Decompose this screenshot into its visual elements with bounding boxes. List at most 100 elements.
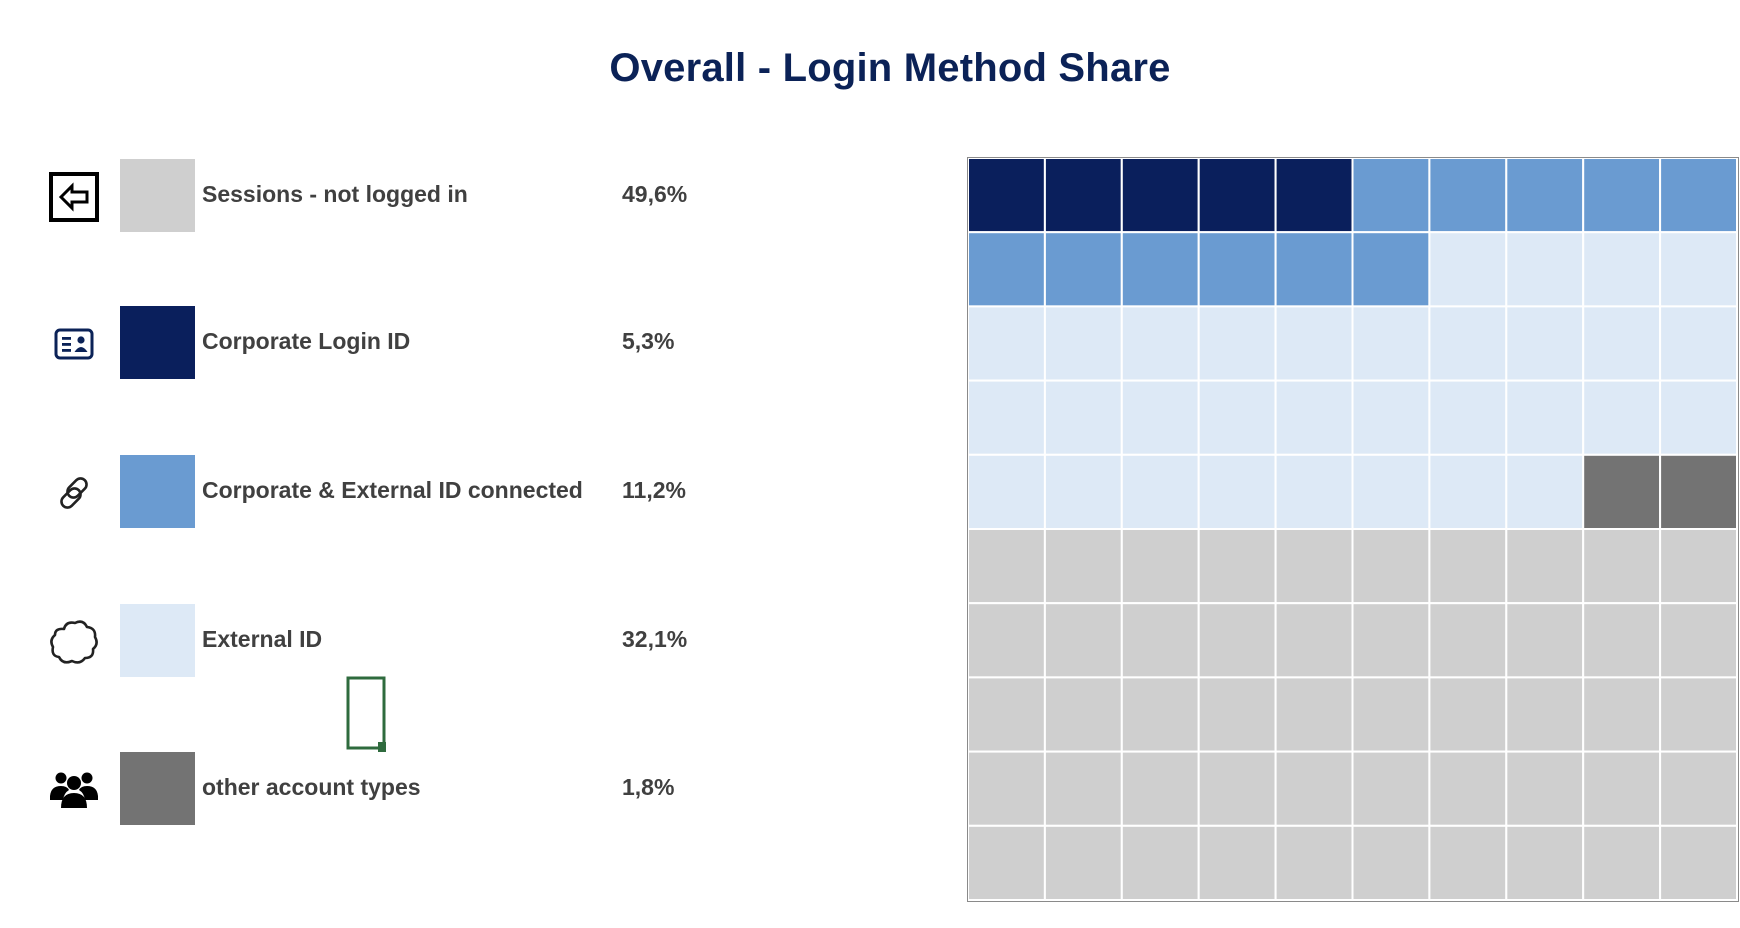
waffle-cell-corporate-login-id xyxy=(1120,158,1200,234)
waffle-cell-sessions-not-logged-in xyxy=(1197,676,1277,753)
legend-value: 11,2% xyxy=(622,477,686,503)
legend-label: other account types xyxy=(202,774,421,800)
legend-swatch xyxy=(120,455,195,528)
waffle-cell-external-id xyxy=(1274,379,1354,456)
waffle-cell-external-id xyxy=(1505,379,1585,456)
waffle-cell-sessions-not-logged-in xyxy=(1351,602,1431,679)
legend-item-corporate-external-connected: Corporate & External ID connected 11,2% xyxy=(0,455,760,529)
waffle-grid xyxy=(968,158,1737,900)
legend-item-external-id: External ID 32,1% xyxy=(0,604,760,678)
legend-item-corporate-login-id: Corporate Login ID 5,3% xyxy=(0,306,760,380)
waffle-cell-corporate-login-id xyxy=(1043,158,1123,234)
waffle-cell-sessions-not-logged-in xyxy=(1428,750,1508,827)
waffle-cell-external-id xyxy=(1582,231,1662,308)
legend-value: 1,8% xyxy=(622,774,675,800)
users-group-icon xyxy=(46,762,102,818)
waffle-cell-sessions-not-logged-in xyxy=(968,824,1046,900)
waffle-cell-sessions-not-logged-in xyxy=(1659,602,1737,679)
waffle-cell-sessions-not-logged-in xyxy=(968,750,1046,827)
waffle-cell-sessions-not-logged-in xyxy=(1428,602,1508,679)
selection-handle[interactable] xyxy=(346,676,388,754)
waffle-cell-sessions-not-logged-in xyxy=(1505,824,1585,900)
waffle-cell-sessions-not-logged-in xyxy=(1197,824,1277,900)
cloud-icon xyxy=(46,614,102,670)
waffle-cell-sessions-not-logged-in xyxy=(1274,602,1354,679)
waffle-cell-sessions-not-logged-in xyxy=(968,676,1046,753)
waffle-cell-external-id xyxy=(1428,305,1508,382)
waffle-cell-external-id xyxy=(1120,379,1200,456)
waffle-cell-corporate-external-connected xyxy=(1428,158,1508,234)
waffle-cell-external-id xyxy=(1274,305,1354,382)
waffle-cell-external-id xyxy=(1428,379,1508,456)
waffle-cell-corporate-external-connected xyxy=(1120,231,1200,308)
waffle-cell-corporate-external-connected xyxy=(1351,231,1431,308)
legend-swatch xyxy=(120,604,195,677)
waffle-cell-sessions-not-logged-in xyxy=(1505,602,1585,679)
waffle-cell-sessions-not-logged-in xyxy=(1120,602,1200,679)
waffle-cell-external-id xyxy=(968,379,1046,456)
waffle-cell-sessions-not-logged-in xyxy=(1582,528,1662,605)
link-icon xyxy=(46,465,102,521)
waffle-cell-sessions-not-logged-in xyxy=(1274,528,1354,605)
waffle-cell-external-id xyxy=(1659,305,1737,382)
legend-value: 49,6% xyxy=(622,181,688,207)
waffle-cell-corporate-external-connected xyxy=(1274,231,1354,308)
waffle-cell-sessions-not-logged-in xyxy=(1351,528,1431,605)
waffle-cell-sessions-not-logged-in xyxy=(1351,824,1431,900)
waffle-cell-sessions-not-logged-in xyxy=(1351,750,1431,827)
legend-swatch xyxy=(120,306,195,379)
waffle-cell-external-id xyxy=(1582,379,1662,456)
waffle-cell-sessions-not-logged-in xyxy=(1505,750,1585,827)
waffle-cell-sessions-not-logged-in xyxy=(1197,750,1277,827)
waffle-cell-sessions-not-logged-in xyxy=(1428,824,1508,900)
waffle-cell-sessions-not-logged-in xyxy=(1505,676,1585,753)
waffle-chart xyxy=(967,157,1739,902)
waffle-cell-corporate-external-connected xyxy=(968,231,1046,308)
legend-item-sessions-not-logged-in: Sessions - not logged in 49,6% xyxy=(0,159,760,233)
waffle-cell-sessions-not-logged-in xyxy=(1582,750,1662,827)
waffle-cell-sessions-not-logged-in xyxy=(1659,750,1737,827)
legend-label: Corporate Login ID xyxy=(202,328,411,354)
legend-label: External ID xyxy=(202,626,323,652)
waffle-cell-external-id xyxy=(1043,305,1123,382)
waffle-cell-corporate-external-connected xyxy=(1505,158,1585,234)
waffle-cell-sessions-not-logged-in xyxy=(968,602,1046,679)
waffle-cell-external-id xyxy=(1197,453,1277,530)
waffle-cell-sessions-not-logged-in xyxy=(1582,602,1662,679)
waffle-cell-external-id xyxy=(1428,231,1508,308)
waffle-cell-external-id xyxy=(1274,453,1354,530)
waffle-cell-external-id xyxy=(968,453,1046,530)
waffle-cell-sessions-not-logged-in xyxy=(1197,602,1277,679)
waffle-cell-sessions-not-logged-in xyxy=(1274,750,1354,827)
chart-title: Overall - Login Method Share xyxy=(609,46,1171,90)
waffle-cell-corporate-external-connected xyxy=(1659,158,1737,234)
waffle-cell-sessions-not-logged-in xyxy=(1043,676,1123,753)
waffle-cell-corporate-login-id xyxy=(968,158,1046,234)
waffle-cell-corporate-login-id xyxy=(1197,158,1277,234)
logout-arrow-icon xyxy=(46,169,102,225)
legend-swatch xyxy=(120,159,195,232)
waffle-cell-corporate-external-connected xyxy=(1043,231,1123,308)
waffle-cell-sessions-not-logged-in xyxy=(1043,602,1123,679)
waffle-cell-external-id xyxy=(1043,453,1123,530)
waffle-cell-external-id xyxy=(1351,305,1431,382)
waffle-cell-other-account-types xyxy=(1582,453,1662,530)
waffle-cell-sessions-not-logged-in xyxy=(1120,824,1200,900)
waffle-cell-external-id xyxy=(1582,305,1662,382)
waffle-cell-external-id xyxy=(1505,453,1585,530)
waffle-cell-external-id xyxy=(1197,305,1277,382)
waffle-cell-sessions-not-logged-in xyxy=(1043,750,1123,827)
waffle-cell-external-id xyxy=(1505,231,1585,308)
waffle-cell-sessions-not-logged-in xyxy=(1274,676,1354,753)
waffle-cell-sessions-not-logged-in xyxy=(1428,676,1508,753)
waffle-cell-external-id xyxy=(1428,453,1508,530)
waffle-cell-sessions-not-logged-in xyxy=(1505,528,1585,605)
waffle-cell-corporate-external-connected xyxy=(1582,158,1662,234)
waffle-cell-sessions-not-logged-in xyxy=(1274,824,1354,900)
waffle-cell-external-id xyxy=(968,305,1046,382)
waffle-cell-sessions-not-logged-in xyxy=(1582,676,1662,753)
waffle-cell-sessions-not-logged-in xyxy=(1659,676,1737,753)
waffle-cell-sessions-not-logged-in xyxy=(1351,676,1431,753)
legend-value: 32,1% xyxy=(622,626,688,652)
legend-swatch xyxy=(120,752,195,825)
